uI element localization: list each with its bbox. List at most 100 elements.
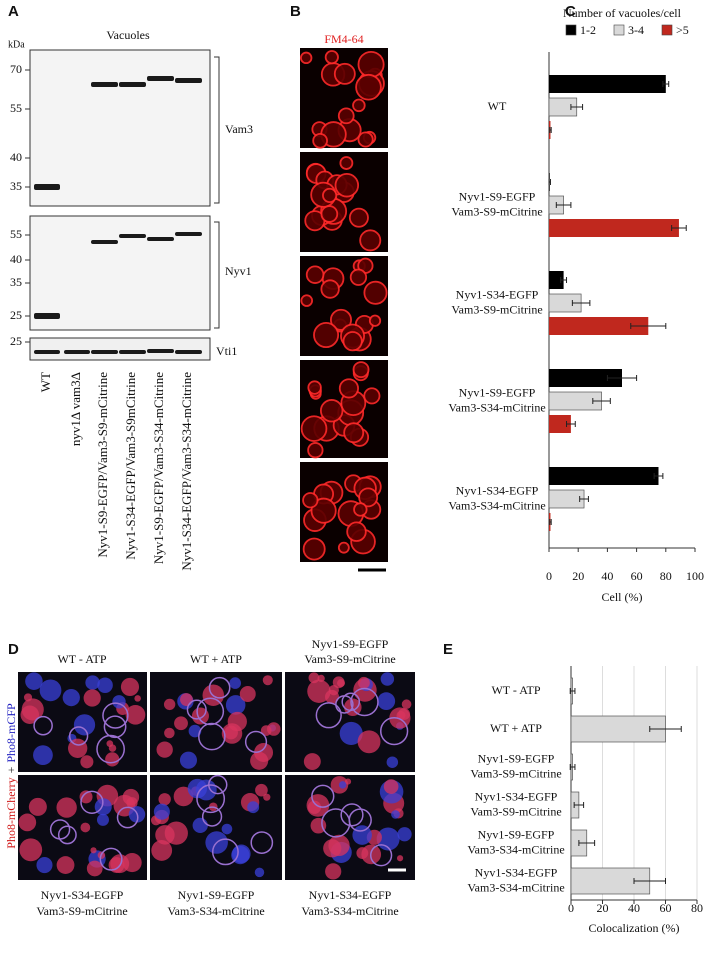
x-tick-label: 40 <box>601 569 613 583</box>
vesicle <box>352 825 372 845</box>
lane-label: Nyv1-S34-EGFP/Vam3-S34-mCitrine <box>179 372 194 571</box>
marker-label: 40 <box>10 252 22 266</box>
category-label: Vam3-S9-mCitrine <box>451 302 542 316</box>
vesicle <box>377 692 396 711</box>
vacuole <box>300 415 328 442</box>
vesicle <box>239 686 256 702</box>
vacuole-ring <box>340 803 364 827</box>
vesicle <box>125 704 146 725</box>
vesicle <box>180 693 193 706</box>
vacuole <box>357 50 385 78</box>
vesicle <box>19 838 43 862</box>
vesicle <box>18 813 37 832</box>
protein-label: Vti1 <box>216 344 237 358</box>
x-tick-label: 60 <box>631 569 643 583</box>
vesicle <box>303 753 321 770</box>
vesicle <box>325 689 340 704</box>
vesicle <box>158 793 171 806</box>
vacuole-ring <box>99 847 123 871</box>
category-label: Vam3-S34-mCitrine <box>467 842 564 856</box>
vesicle <box>221 723 243 744</box>
marker-label: 55 <box>10 227 22 241</box>
marker-label: 35 <box>10 179 22 193</box>
vacuole-ring <box>208 676 231 699</box>
vesicle <box>90 847 97 854</box>
column-label: Nyv1-S9-EGFP <box>178 888 255 902</box>
vesicle <box>86 860 103 877</box>
vesicle <box>188 724 202 738</box>
lane-label: nyv1Δ vam3Δ <box>68 372 83 446</box>
vesicle <box>339 721 363 745</box>
x-tick-label: 20 <box>597 901 609 915</box>
panel-letter: D <box>8 641 19 658</box>
vacuole <box>302 537 326 561</box>
vesicle <box>396 855 404 862</box>
unit: kDa <box>8 39 25 50</box>
vacuole-ring <box>250 831 274 854</box>
vacuole-ring <box>244 730 268 753</box>
x-tick-label: 60 <box>660 901 672 915</box>
category-label: WT - ATP <box>491 683 540 697</box>
column-label: Nyv1-S34-EGFP <box>41 888 124 902</box>
vacuole <box>363 387 381 405</box>
vacuole <box>368 314 382 327</box>
vacuole <box>333 62 356 85</box>
vacuole <box>363 280 388 305</box>
vacuole <box>305 265 325 284</box>
error-bar <box>549 519 552 525</box>
vesicle <box>332 676 345 689</box>
column-label: Vam3-S9-mCitrine <box>304 652 395 666</box>
vacuole-ring <box>369 844 393 867</box>
bar <box>570 867 651 895</box>
vesicle <box>308 672 320 684</box>
vesicle <box>191 707 209 725</box>
vesicle <box>96 813 109 826</box>
column-label: Nyv1-S9-EGFP <box>312 637 389 651</box>
vesicle <box>357 730 381 754</box>
vesicle <box>255 783 268 797</box>
bar <box>549 75 666 93</box>
error-bar <box>560 277 568 283</box>
vacuole <box>339 156 354 170</box>
vacuole <box>324 50 339 65</box>
marker-label: 35 <box>10 275 22 289</box>
vesicle <box>122 788 140 806</box>
error-bar <box>633 878 666 884</box>
vesicle <box>254 867 265 878</box>
lane-label: Nyv1-S9-EGFP/Vam3-S9-mCitrine <box>95 372 110 558</box>
protein-label: Nyv1 <box>225 264 252 278</box>
lane-label: WT <box>38 372 53 392</box>
vesicle <box>62 688 80 707</box>
protein-label: Vam3 <box>225 122 253 136</box>
channel-join: + <box>4 766 18 773</box>
column-label: Vam3-S34-mCitrine <box>167 904 264 918</box>
error-bar <box>578 840 596 846</box>
category-label: Vam3-S34-mCitrine <box>448 498 545 512</box>
marker-label: 70 <box>10 62 22 76</box>
micrographs <box>18 48 415 880</box>
x-tick-label: 40 <box>628 901 640 915</box>
lane-label: Nyv1-S9-EGFP/Vam3-S34-mCitrine <box>151 372 166 564</box>
marker-label: 55 <box>10 101 22 115</box>
channel-red: Pho8-mCherry <box>4 777 18 848</box>
x-tick-label: 80 <box>691 901 703 915</box>
vacuole <box>355 73 382 101</box>
vesicle <box>21 698 44 721</box>
vacuole <box>352 98 366 113</box>
vacuole <box>342 331 363 352</box>
vesicle <box>225 695 246 715</box>
vesicle <box>386 756 399 768</box>
panel-letter: A <box>8 3 19 20</box>
vacuole-ring <box>68 726 89 746</box>
vesicle <box>122 852 142 873</box>
vacuole-ring <box>102 702 129 729</box>
channel-label: Pho8-mCherry + Pho8-mCFP <box>4 703 18 849</box>
vesicle <box>254 742 274 762</box>
vesicle <box>221 823 233 835</box>
error-bar <box>653 473 664 479</box>
panel-letter: C <box>565 3 576 20</box>
vacuole-ring <box>350 687 379 717</box>
error-bar <box>566 421 576 427</box>
vacuole-ring <box>57 825 77 845</box>
